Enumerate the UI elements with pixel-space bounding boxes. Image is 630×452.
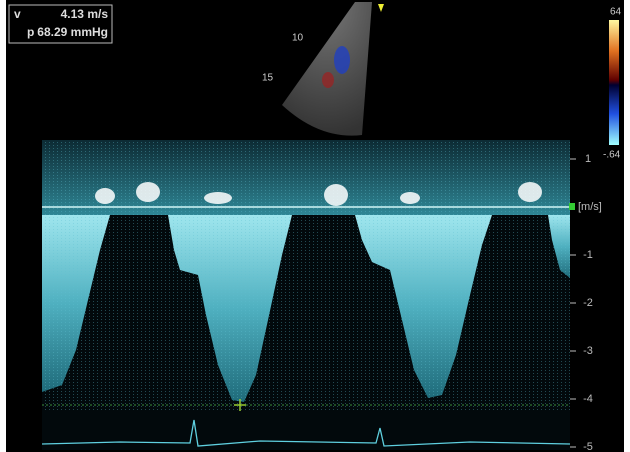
depth-label: 10 <box>292 33 304 44</box>
color-flow-blue <box>334 46 350 74</box>
ecg-trace <box>41 419 571 447</box>
baseline-highlights <box>95 182 542 206</box>
velocity-unit: [m/s] <box>578 201 602 213</box>
color-bar <box>609 20 619 145</box>
color-bar-bottom: -.64 <box>603 150 621 161</box>
speckle <box>42 140 570 410</box>
tick-label: -2 <box>583 297 593 309</box>
tick-label: 1 <box>585 153 591 165</box>
v-label: v <box>14 7 21 21</box>
tick-label: -3 <box>583 345 593 357</box>
measurement-box <box>8 4 113 44</box>
v-value: 4.13 m/s <box>61 7 109 21</box>
depth-label: 15 <box>262 73 274 84</box>
tick-label: -5 <box>583 441 593 452</box>
p-label: p <box>27 25 34 39</box>
p-value: 68.29 mmHg <box>37 25 108 39</box>
color-flow-red <box>322 72 334 88</box>
sector-image <box>282 2 372 136</box>
probe-marker <box>378 4 384 12</box>
color-bar-top: 64 <box>610 7 622 18</box>
baseline-marker <box>569 203 575 210</box>
cursor-marker <box>234 399 246 411</box>
tick-label: -1 <box>583 249 593 261</box>
velocity-scale: 1 -1 -2 -3 -4 -5 <box>570 153 593 452</box>
tick-label: -4 <box>583 393 593 405</box>
